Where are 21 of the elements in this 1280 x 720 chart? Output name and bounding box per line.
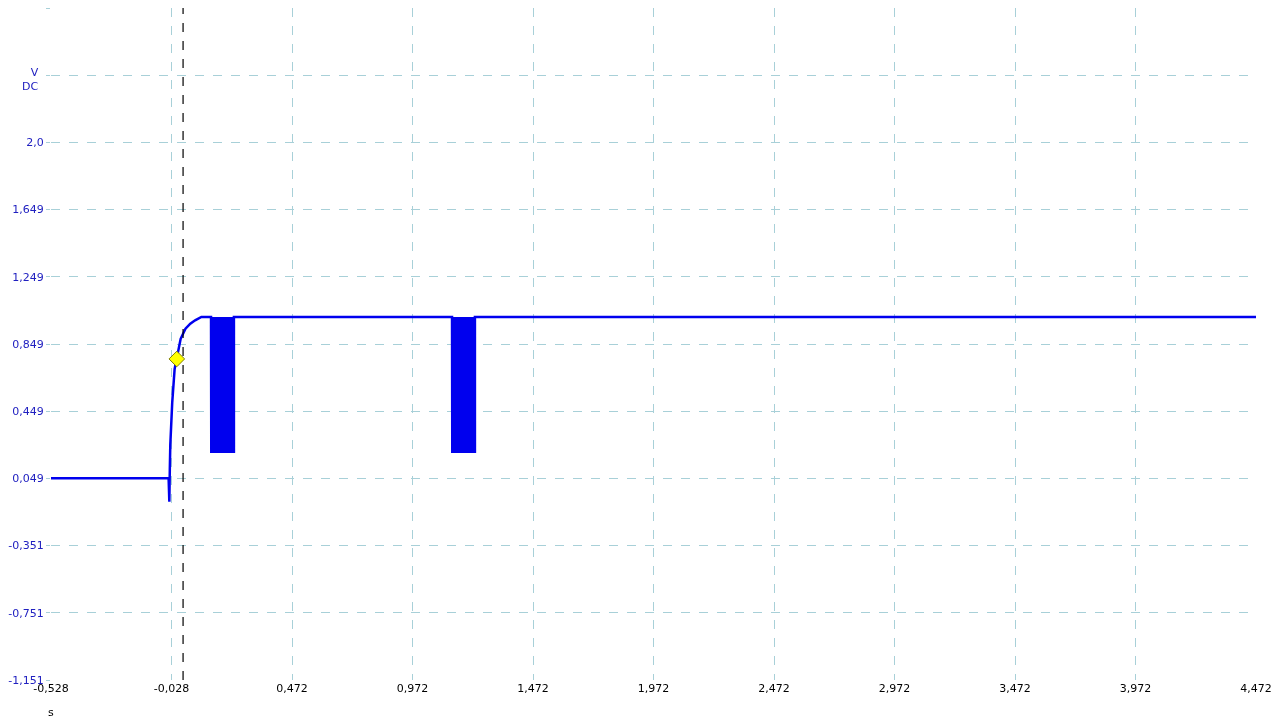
y-tick-label: 0,049 [12, 472, 44, 486]
y-tick-label: -0,351 [8, 539, 44, 553]
x-tick-label: 0,972 [396, 682, 429, 695]
x-tick-label: 2,972 [878, 682, 911, 695]
x-tick-label: 4,472 [1240, 682, 1272, 695]
x-tick-label: 1,972 [637, 682, 670, 695]
x-tick-label: 3,972 [1119, 682, 1152, 695]
y-axis-title: V DC [22, 66, 39, 94]
y-tick-label: 0,449 [12, 405, 44, 419]
x-tick-label: 2,472 [758, 682, 790, 695]
y-tick-label: 0,849 [12, 337, 44, 351]
x-tick-label: 3,472 [999, 682, 1031, 695]
y-tick-label: -0,751 [8, 606, 44, 620]
y-tick-label: 1,249 [12, 270, 44, 284]
x-tick-label: 1,472 [517, 682, 549, 695]
y-tick-label: 1,649 [12, 203, 44, 217]
x-axis-title: s [48, 706, 54, 719]
x-tick-label: -0,028 [153, 682, 190, 695]
line-series [51, 315, 1256, 503]
x-tick-label: 0,472 [276, 682, 308, 695]
y-tick-label: 2,0 [26, 136, 44, 150]
